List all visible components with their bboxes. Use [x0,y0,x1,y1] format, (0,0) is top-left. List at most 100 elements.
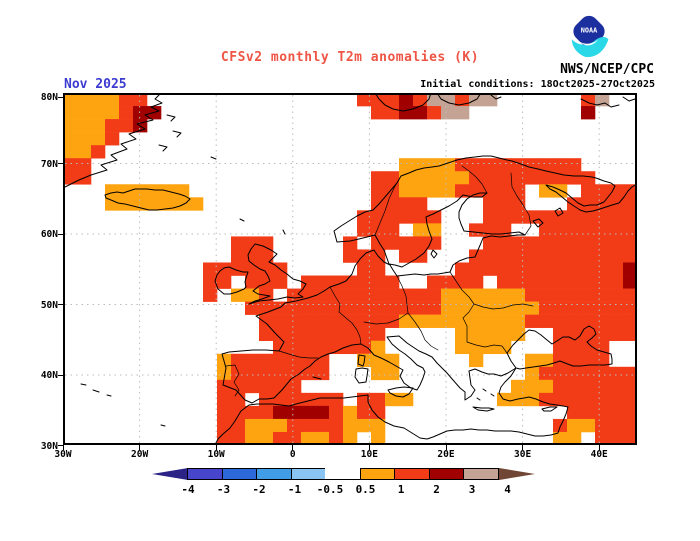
anomaly-cell [441,314,456,328]
anomaly-cell [329,288,344,302]
anomaly-cell [567,236,582,250]
anomaly-cell [133,93,148,107]
anomaly-cell [581,405,596,420]
colorbar-segment [394,468,430,480]
lon-tick-label: 0 [289,449,296,460]
anomaly-cell [525,366,540,381]
forecast-month-label: Nov 2025 [64,77,127,92]
anomaly-cell [315,392,330,407]
anomaly-cell [623,405,638,420]
anomaly-cell [343,340,358,355]
colorbar-right-arrow [498,468,535,480]
anomaly-cell [595,184,610,198]
anomaly-cell [371,340,386,355]
anomaly-cell [105,197,120,211]
anomaly-cell [399,171,414,185]
anomaly-cell [539,158,554,172]
anomaly-cell [273,301,288,315]
anomaly-cell [483,249,498,263]
anomaly-cell [413,301,428,315]
anomaly-cell [581,418,596,433]
anomaly-cell [147,184,162,198]
lat-tick [58,445,63,446]
lat-tick [58,96,63,98]
anomaly-cell [245,405,260,420]
anomaly-cell [63,119,78,133]
anomaly-cell [371,106,386,120]
anomaly-cell [483,158,498,172]
anomaly-cell [259,327,274,342]
anomaly-cell [553,314,568,328]
anomaly-cell [189,197,204,211]
anomaly-cell [623,366,638,381]
lat-tick [58,163,63,164]
anomaly-cell [483,314,498,328]
anomaly-cell [427,301,442,315]
anomaly-cell [553,275,568,289]
anomaly-cell [77,158,92,172]
anomaly-cell [497,249,512,263]
anomaly-cell [371,210,386,224]
anomaly-cell [581,379,596,394]
anomaly-cell [287,301,302,315]
anomaly-cell [273,340,288,355]
anomaly-cell [273,405,288,420]
anomaly-cell [567,171,582,185]
anomaly-cell [511,379,526,394]
anomaly-cell [539,249,554,263]
anomaly-cell [203,262,218,276]
anomaly-cell [581,353,596,368]
anomaly-cell [609,327,624,342]
anomaly-cell [553,236,568,250]
anomaly-cell [497,275,512,289]
anomaly-cell [553,366,568,381]
anomaly-cell [287,314,302,328]
anomaly-cell [623,314,638,328]
anomaly-cell [259,275,274,289]
anomaly-cell [497,184,512,198]
anomaly-cell [329,392,344,407]
anomaly-cell [273,418,288,433]
anomaly-cell [245,249,260,263]
anomaly-cell [553,431,568,446]
anomaly-cell [91,119,106,133]
anomaly-cell [413,288,428,302]
anomaly-cell [385,171,400,185]
anomaly-cell [77,93,92,107]
noaa-gull-icon [579,39,599,46]
colorbar-label: -4 [181,483,195,496]
anomaly-cell [595,275,610,289]
anomaly-cell [609,379,624,394]
anomaly-cell [371,418,386,433]
lat-tick-label: 40N [40,370,58,381]
anomaly-cell [315,301,330,315]
anomaly-cell [259,236,274,250]
colorbar-bar [152,468,535,480]
anomaly-map [62,92,638,446]
anomaly-cell [385,275,400,289]
colorbar-segment [463,468,499,480]
anomaly-cell [287,327,302,342]
colorbar-segment [428,468,464,480]
colorbar-segment [221,468,257,480]
anomaly-cell [525,249,540,263]
colorbar-label: -0.5 [316,483,344,496]
anomaly-cell [357,327,372,342]
anomaly-cell [539,366,554,381]
lat-tick-label: 70N [40,158,58,170]
anomaly-cell [329,405,344,420]
anomaly-cell [609,314,624,328]
anomaly-cell [497,210,512,224]
anomaly-cell [609,405,624,420]
anomaly-cell [581,184,596,198]
colorbar-segment [290,468,326,480]
anomaly-cell [357,288,372,302]
anomaly-cell [231,405,246,420]
anomaly-cell [553,158,568,172]
anomaly-cell [455,314,470,328]
anomaly-cell [455,106,470,120]
anomaly-cell [329,340,344,355]
anomaly-cell [413,236,428,250]
anomaly-cell [609,210,624,224]
anomaly-cell [427,275,442,289]
